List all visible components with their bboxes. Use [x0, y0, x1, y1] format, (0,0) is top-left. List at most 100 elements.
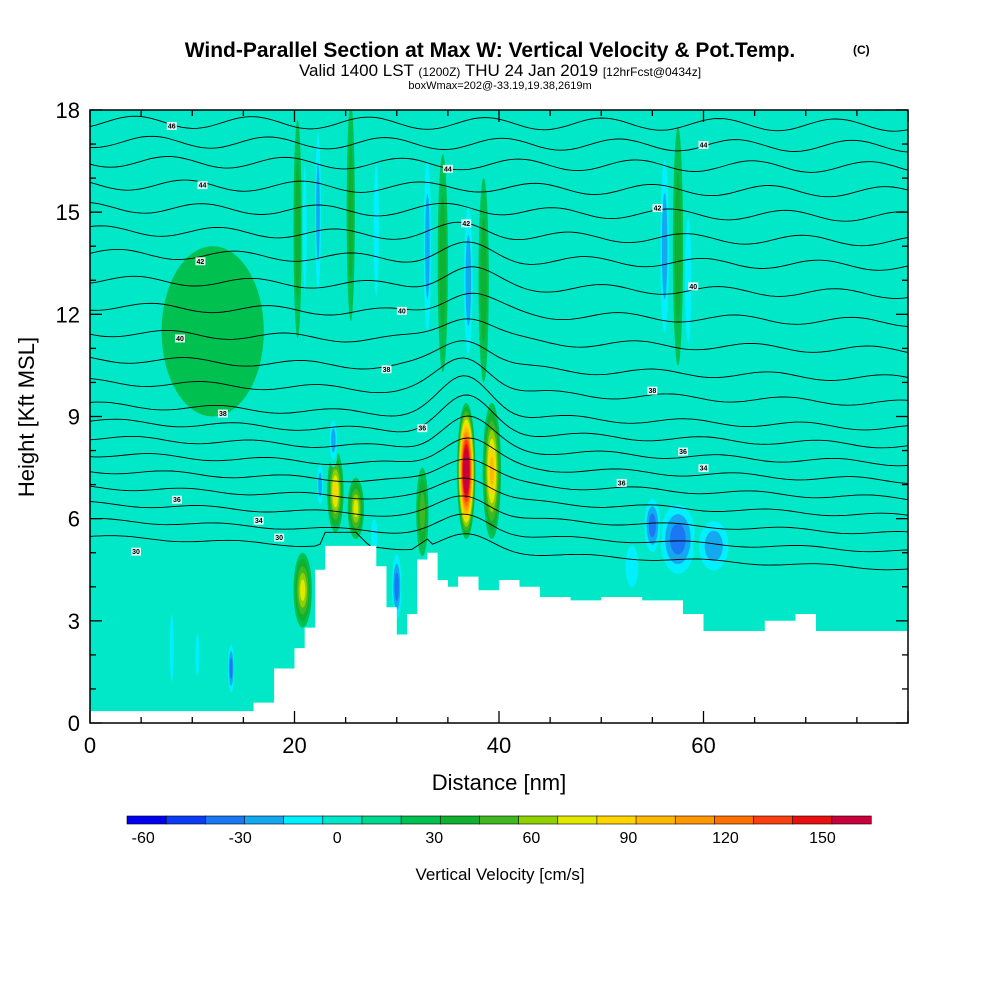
subtitle-date: THU 24 Jan 2019 — [465, 61, 598, 80]
subtitle-utc: (1200Z) — [418, 65, 460, 79]
contour-label-bg — [698, 141, 709, 150]
contour-label: 42 — [462, 221, 470, 228]
colorbar-tick-label: 90 — [619, 830, 637, 847]
theta-contour — [90, 477, 908, 517]
contour-label: 44 — [444, 166, 452, 173]
contour-label: 44 — [199, 183, 207, 190]
plot-area: 30 30 34 36 36 34 36 36 38 38 38 40 40 40 42 42 42 44 44 44… — [90, 14, 908, 723]
x-axis-label: Distance [nm] — [432, 770, 567, 795]
contour-label-bg — [652, 78, 662, 86]
x-tick-label: 0 — [84, 733, 96, 758]
x-tick-label: 40 — [487, 733, 511, 758]
y-tick-label: 3 — [68, 609, 80, 634]
colorbar-swatch — [439, 815, 481, 825]
contour-label: 56 — [654, 80, 662, 87]
contour-label: 38 — [383, 367, 391, 374]
velocity-cell — [394, 572, 399, 601]
colorbar-swatch — [635, 815, 676, 825]
velocity-cell — [661, 193, 668, 300]
contour-label-bg — [197, 181, 208, 190]
x-tick-label: 60 — [691, 733, 715, 758]
colorbar-swatch — [361, 815, 402, 825]
contour-label-bg — [616, 478, 627, 487]
subtitle-forecast: [12hrFcst@0434z] — [603, 65, 701, 79]
theta-contour — [90, 495, 908, 535]
contour-label: 36 — [679, 449, 687, 456]
colorbar-swatch — [674, 815, 715, 825]
velocity-cell — [353, 499, 359, 518]
contour-label-bg — [688, 282, 699, 291]
contour-label: 44 — [700, 143, 708, 150]
velocity-cell — [670, 523, 686, 555]
velocity-cell — [161, 246, 264, 417]
contour-label-bg — [166, 122, 177, 131]
colorbar-swatch — [400, 815, 441, 825]
y-tick-label: 9 — [68, 405, 80, 430]
contour-label: 40 — [689, 284, 697, 291]
colorbar-tick-label: 150 — [809, 830, 836, 847]
contour-label-bg — [417, 424, 428, 433]
y-tick-labels: 0 3 6 9 12 15 18 — [56, 98, 80, 736]
contour-label: 48 — [137, 66, 145, 73]
contour-label: 30 — [132, 549, 140, 556]
x-tick-labels: 0 20 40 60 — [84, 733, 716, 758]
y-tick-label: 15 — [56, 200, 80, 225]
velocity-cell — [465, 234, 472, 326]
colorbar-swatch — [205, 815, 246, 825]
colorbar-label: Vertical Velocity [cm/s] — [415, 865, 584, 884]
y-tick-label: 0 — [68, 711, 80, 736]
contour-label-bg — [442, 164, 453, 173]
velocity-cell — [300, 579, 306, 601]
theta-contour — [90, 394, 908, 449]
velocity-cell — [489, 456, 494, 486]
theta-contour — [90, 340, 908, 381]
theta-contour — [90, 415, 908, 467]
velocity-cell — [480, 217, 487, 344]
colorbar-swatch — [753, 815, 794, 825]
velocity-cell — [331, 428, 336, 453]
velocity-cell — [465, 464, 468, 478]
contour-label-bg — [678, 447, 689, 456]
velocity-cell — [169, 614, 174, 682]
contour-label-bg — [381, 365, 392, 374]
velocity-cell — [348, 145, 354, 280]
y-axis-label: Height [Kft MSL] — [14, 337, 39, 497]
theta-contour — [90, 531, 908, 571]
theta-contour — [90, 292, 908, 327]
theta-contour — [90, 14, 908, 28]
theta-contour — [90, 156, 908, 173]
contour-label: 42 — [654, 206, 662, 213]
velocity-cell — [648, 513, 656, 538]
colorbar-swatch — [244, 815, 285, 825]
theta-contour — [90, 458, 908, 501]
contour-label: 36 — [618, 480, 626, 487]
contour-label-bg — [361, 95, 371, 103]
velocity-cell — [316, 163, 320, 261]
colorbar-swatch — [557, 815, 598, 825]
velocity-cell — [295, 162, 301, 297]
theta-contour — [90, 241, 908, 271]
contour-label-bg — [461, 219, 472, 228]
contour-label: 46 — [168, 124, 176, 131]
colorbar-tick-label: 120 — [712, 830, 739, 847]
contour-label: 36 — [418, 426, 426, 433]
chart-title-mark: (C) — [853, 43, 870, 57]
contour-label: 40 — [398, 308, 406, 315]
velocity-cell — [373, 162, 379, 297]
velocity-cell — [674, 172, 682, 320]
velocity-cell — [685, 217, 692, 344]
theta-contour — [90, 266, 908, 299]
contour-label: 38 — [219, 411, 227, 418]
velocity-cell — [195, 633, 200, 676]
velocity-cell — [333, 481, 338, 502]
contour-label-bg — [217, 409, 228, 418]
contour-label-bg — [136, 65, 146, 73]
theta-contour — [90, 513, 908, 553]
contour-label: 56 — [362, 96, 370, 103]
y-tick-label: 12 — [56, 302, 80, 327]
velocity-cell — [371, 518, 378, 553]
contour-label-bg — [612, 14, 622, 22]
contour-label-bg — [174, 334, 185, 343]
contour-label: 38 — [648, 388, 656, 395]
colorbar-swatch — [322, 815, 363, 825]
